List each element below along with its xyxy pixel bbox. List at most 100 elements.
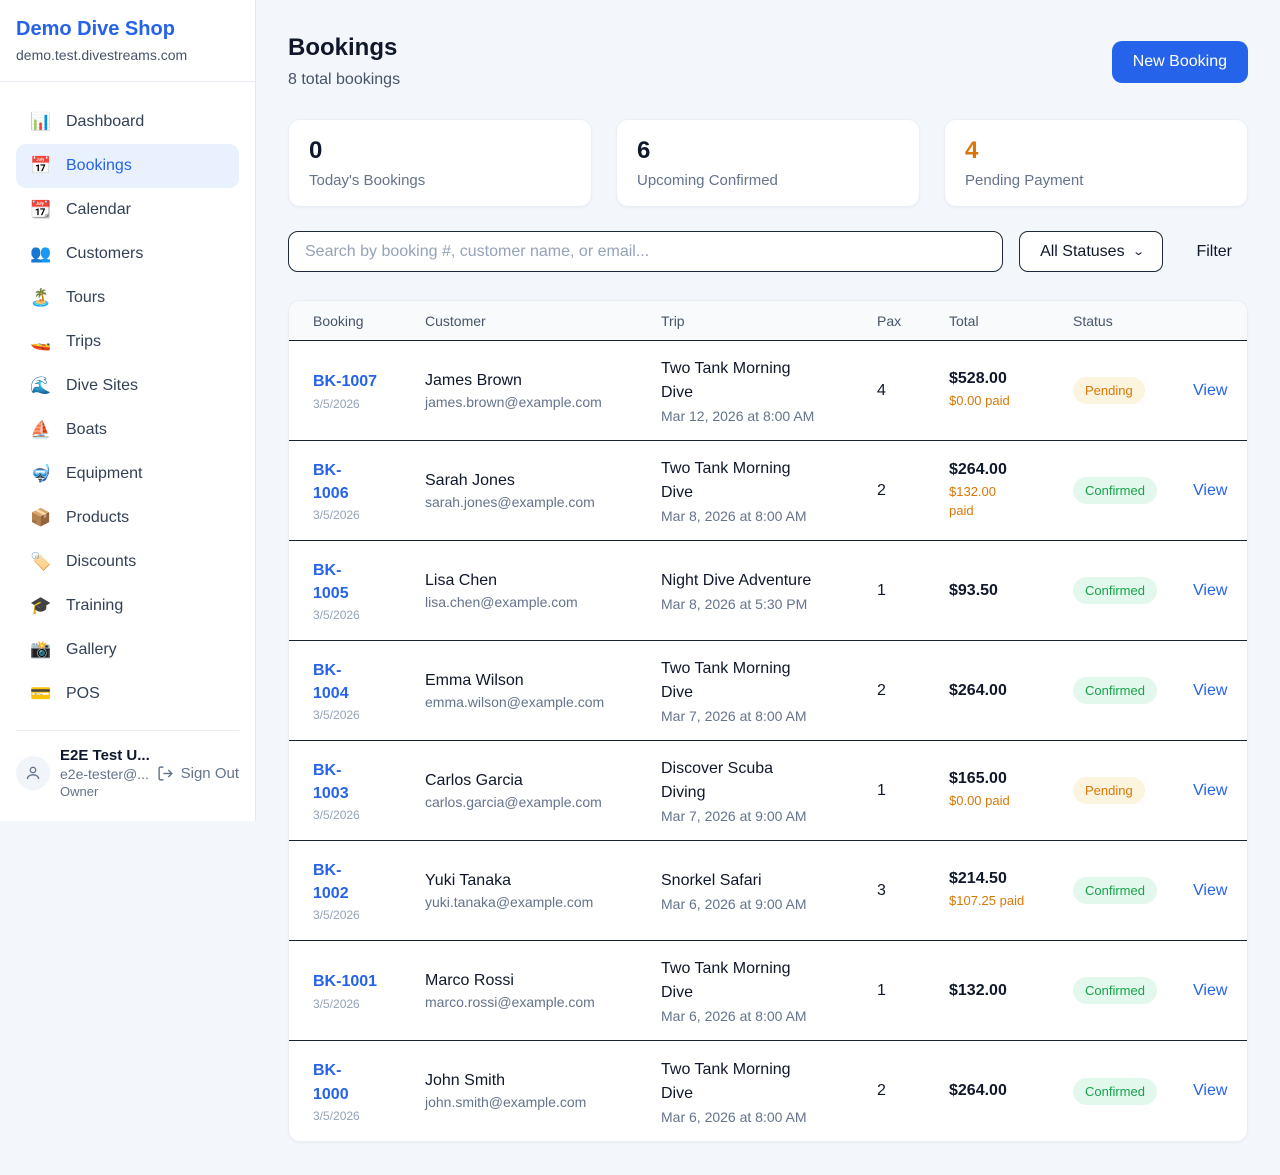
sign-out-button[interactable]: Sign Out	[157, 765, 239, 782]
sidebar-item-customers[interactable]: 👥 Customers	[16, 232, 239, 276]
view-link[interactable]: View	[1193, 381, 1228, 399]
sidebar-item-equipment[interactable]: 🤿 Equipment	[16, 452, 239, 496]
status-cell: Confirmed	[1073, 977, 1193, 1004]
total-amount: $528.00	[949, 370, 1007, 388]
trip-date: Mar 7, 2026 at 9:00 AM	[661, 808, 807, 824]
booking-id-link[interactable]: BK- 1002	[313, 861, 349, 902]
view-link[interactable]: View	[1193, 781, 1228, 799]
booking-id-link[interactable]: BK- 1004	[313, 661, 349, 702]
column-header-total: Total	[949, 312, 979, 329]
customer-name: Lisa Chen	[425, 571, 498, 589]
customer-email: carlos.garcia@example.com	[425, 793, 602, 810]
sidebar: Demo Dive Shop demo.test.divestreams.com…	[0, 0, 256, 821]
view-link[interactable]: View	[1193, 681, 1228, 699]
sidebar-item-dive-sites[interactable]: 🌊 Dive Sites	[16, 364, 239, 408]
sidebar-item-label: POS	[66, 685, 100, 702]
booking-id-link[interactable]: BK- 1003	[313, 761, 349, 802]
status-cell: Pending	[1073, 777, 1193, 804]
sidebar-item-label: Bookings	[66, 157, 132, 174]
view-cell: View	[1193, 381, 1228, 400]
booking-id-link[interactable]: BK-1007	[313, 373, 378, 391]
view-cell: View	[1193, 481, 1228, 500]
status-cell: Confirmed	[1073, 577, 1193, 604]
sidebar-item-pos[interactable]: 💳 POS	[16, 672, 239, 716]
stat-value: 6	[637, 137, 651, 164]
view-link[interactable]: View	[1193, 1082, 1228, 1099]
status-badge: Confirmed	[1073, 977, 1157, 1004]
customer-cell: Sarah Jones sarah.jones@example.com	[425, 472, 661, 510]
page-title: Bookings	[288, 34, 398, 61]
sidebar-item-calendar[interactable]: 📆 Calendar	[16, 188, 239, 232]
status-select[interactable]: All Statuses ⌄	[1019, 231, 1164, 272]
trip-date: Mar 12, 2026 at 8:00 AM	[661, 408, 815, 424]
page-header: Bookings 8 total bookings New Booking	[288, 34, 1248, 89]
sidebar-item-boats[interactable]: ⛵ Boats	[16, 408, 239, 452]
booking-id-link[interactable]: BK- 1000	[313, 1062, 349, 1103]
sidebar-item-gallery[interactable]: 📸 Gallery	[16, 628, 239, 672]
sidebar-item-label: Training	[66, 597, 124, 614]
view-link[interactable]: View	[1193, 981, 1228, 999]
stat-value: 0	[309, 137, 323, 164]
total-amount: $214.50	[949, 870, 1007, 888]
main-content: Bookings 8 total bookings New Booking 0 …	[256, 0, 1280, 1175]
customer-name: Yuki Tanaka	[425, 871, 511, 889]
customer-cell: Emma Wilson emma.wilson@example.com	[425, 672, 661, 710]
booking-id-link[interactable]: BK- 1006	[313, 461, 349, 502]
total-cell: $264.00	[949, 682, 1073, 700]
filter-button[interactable]: Filter	[1180, 235, 1248, 269]
total-amount: $132.00	[949, 981, 1007, 999]
sidebar-item-discounts[interactable]: 🏷️ Discounts	[16, 540, 239, 584]
customer-email: james.brown@example.com	[425, 393, 602, 410]
sidebar-item-tours[interactable]: 🏝️ Tours	[16, 276, 239, 320]
status-badge: Confirmed	[1073, 477, 1157, 504]
status-badge: Confirmed	[1073, 677, 1157, 704]
people-icon: 👥	[30, 244, 52, 263]
total-amount: $264.00	[949, 681, 1007, 699]
table-row: BK- 1005 3/5/2026 Lisa Chen lisa.chen@ex…	[289, 541, 1247, 641]
sidebar-item-label: Discounts	[66, 553, 137, 570]
sidebar-nav: 📊 Dashboard 📅 Bookings 📆 Calendar 👥 Cust…	[0, 82, 255, 726]
total-amount: $264.00	[949, 1082, 1007, 1099]
column-header-pax: Pax	[877, 312, 902, 329]
customer-cell: Carlos Garcia carlos.garcia@example.com	[425, 772, 661, 810]
status-badge: Confirmed	[1073, 577, 1157, 604]
new-booking-button[interactable]: New Booking	[1111, 41, 1248, 83]
brand-domain: demo.test.divestreams.com	[16, 47, 188, 63]
total-cell: $528.00 $0.00 paid	[949, 370, 1073, 411]
island-icon: 🏝️	[30, 288, 52, 307]
table-row: BK- 1003 3/5/2026 Carlos Garcia carlos.g…	[289, 741, 1247, 841]
stat-label: Today's Bookings	[309, 172, 426, 189]
search-input[interactable]	[288, 231, 1004, 272]
avatar	[16, 756, 50, 790]
view-link[interactable]: View	[1193, 881, 1228, 899]
table-row: BK- 1006 3/5/2026 Sarah Jones sarah.jone…	[289, 441, 1247, 541]
pax-cell: 1	[877, 781, 886, 799]
booking-id-link[interactable]: BK-1001	[313, 973, 378, 991]
trip-name: Two Tank Morning Dive	[661, 1060, 791, 1102]
tag-icon: 🏷️	[30, 552, 52, 571]
total-amount: $93.50	[949, 581, 998, 599]
booking-date: 3/5/2026	[313, 808, 360, 823]
booking-id-link[interactable]: BK- 1005	[313, 561, 349, 602]
total-amount: $165.00	[949, 770, 1007, 788]
status-badge: Pending	[1073, 377, 1145, 404]
pax-cell: 3	[877, 881, 886, 899]
sidebar-item-products[interactable]: 📦 Products	[16, 496, 239, 540]
sidebar-item-training[interactable]: 🎓 Training	[16, 584, 239, 628]
view-cell: View	[1193, 681, 1228, 700]
view-link[interactable]: View	[1193, 481, 1228, 499]
credit-card-icon: 💳	[30, 684, 52, 703]
booking-date: 3/5/2026	[313, 608, 360, 623]
total-cell: $165.00 $0.00 paid	[949, 770, 1073, 811]
sidebar-item-dashboard[interactable]: 📊 Dashboard	[16, 100, 239, 144]
view-link[interactable]: View	[1193, 581, 1228, 599]
sidebar-item-label: Trips	[66, 333, 101, 350]
sidebar-item-trips[interactable]: 🚤 Trips	[16, 320, 239, 364]
page-subtitle: 8 total bookings	[288, 71, 401, 88]
sidebar-item-label: Calendar	[66, 201, 131, 218]
booking-cell: BK- 1003 3/5/2026	[313, 759, 425, 822]
sidebar-item-bookings[interactable]: 📅 Bookings	[16, 144, 239, 188]
trip-cell: Two Tank Morning Dive Mar 12, 2026 at 8:…	[661, 357, 877, 424]
view-cell: View	[1193, 981, 1228, 1000]
pax-cell: 1	[877, 981, 886, 999]
